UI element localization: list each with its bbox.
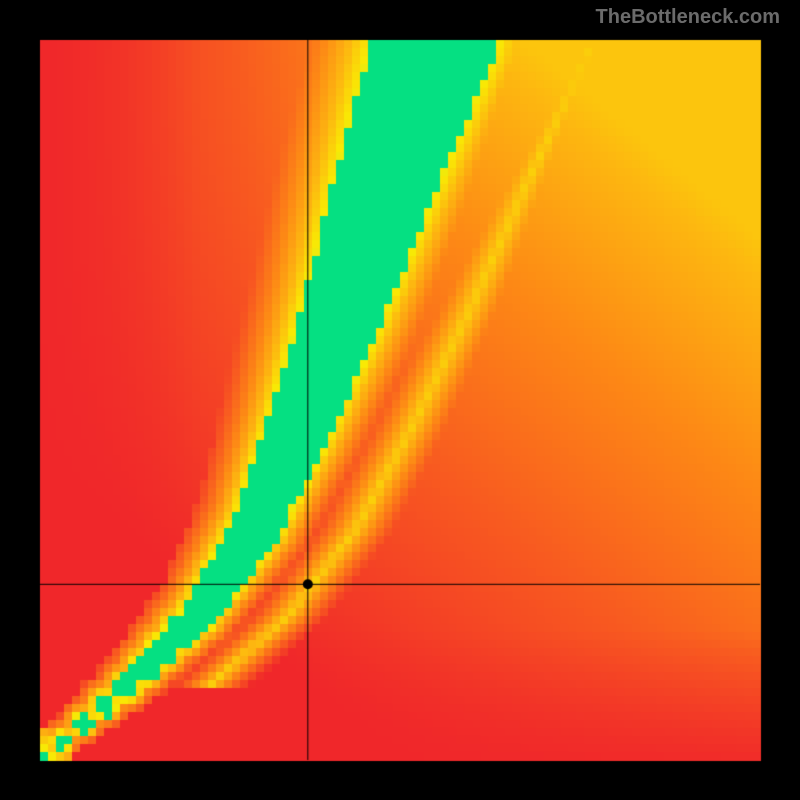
heatmap-canvas [0, 0, 800, 800]
watermark-text: TheBottleneck.com [596, 6, 780, 29]
chart-container: TheBottleneck.com [0, 0, 800, 800]
